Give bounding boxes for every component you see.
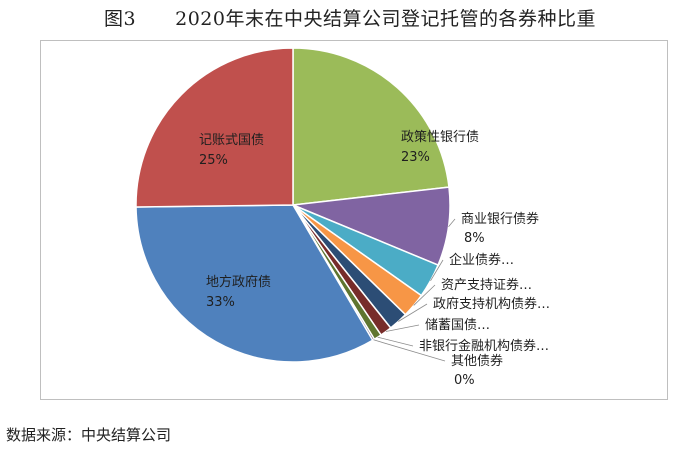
data-source-note: 数据来源：中央结算公司 [6, 426, 172, 444]
pie-slice-8 [135, 204, 374, 363]
slice-label-2: 企业债券… [449, 252, 514, 268]
slice-label-5: 储蓄国债… [425, 318, 490, 333]
leader-line-5 [385, 324, 420, 332]
slice-value-7: 0% [454, 373, 475, 388]
slice-label-1: 商业银行债券 [461, 211, 539, 227]
slice-label-4: 政府支持机构债券… [433, 296, 550, 312]
slice-value-0: 23% [401, 150, 430, 165]
chart-title: 图3 2020年末在中央结算公司登记托管的各券种比重 [104, 8, 596, 30]
slice-value-8: 33% [206, 295, 235, 310]
leader-line-2 [430, 259, 444, 282]
pie-slice-0 [292, 47, 450, 206]
leader-line-6 [377, 336, 414, 347]
slice-label-7: 其他债券 [451, 353, 503, 369]
chart-frame: 政策性银行债 23% 商业银行债券 8% 企业债券… 资产支持证券… 政府支持机构债券… 储蓄… [40, 40, 668, 400]
slice-label-3: 资产支持证券… [441, 277, 532, 293]
slice-label-0: 政策性银行债 [401, 129, 479, 145]
slice-value-9: 25% [199, 153, 228, 168]
leader-line-7 [373, 339, 446, 362]
slice-label-6: 非银行金融机构债券… [419, 338, 549, 354]
slice-label-9: 记账式国债 [199, 133, 264, 148]
pie-chart: 政策性银行债 23% 商业银行债券 8% 企业债券… 资产支持证券… 政府支持机构债券… 储蓄… [135, 47, 550, 388]
leader-line-4 [398, 303, 428, 322]
pie-slice-9 [135, 47, 294, 208]
slice-value-1: 8% [464, 231, 485, 246]
leader-line-1 [448, 218, 456, 228]
leader-line-3 [413, 284, 436, 306]
slice-label-8: 地方政府债 [206, 274, 271, 290]
